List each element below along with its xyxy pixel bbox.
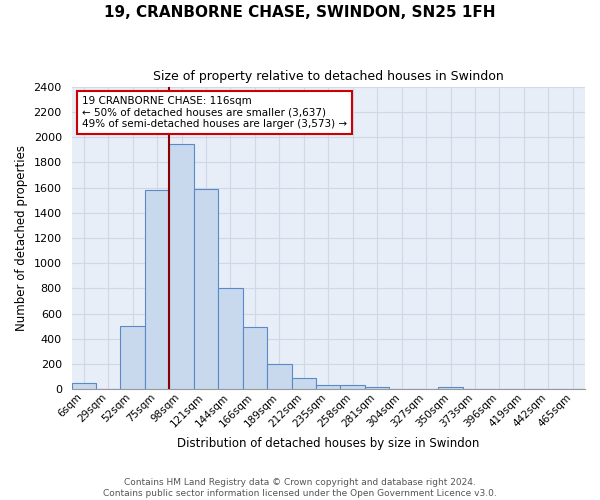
Bar <box>242 328 267 389</box>
Bar <box>169 144 194 389</box>
Bar <box>340 386 365 389</box>
Bar <box>292 378 316 389</box>
Bar <box>438 386 463 389</box>
Title: Size of property relative to detached houses in Swindon: Size of property relative to detached ho… <box>153 70 503 83</box>
Bar <box>365 386 389 389</box>
Bar <box>145 190 169 389</box>
Bar <box>267 364 292 389</box>
Text: 19, CRANBORNE CHASE, SWINDON, SN25 1FH: 19, CRANBORNE CHASE, SWINDON, SN25 1FH <box>104 5 496 20</box>
Bar <box>316 384 340 389</box>
Bar <box>218 288 242 389</box>
Bar <box>194 189 218 389</box>
X-axis label: Distribution of detached houses by size in Swindon: Distribution of detached houses by size … <box>177 437 479 450</box>
Bar <box>71 382 96 389</box>
Text: Contains HM Land Registry data © Crown copyright and database right 2024.
Contai: Contains HM Land Registry data © Crown c… <box>103 478 497 498</box>
Bar <box>121 326 145 389</box>
Text: 19 CRANBORNE CHASE: 116sqm
← 50% of detached houses are smaller (3,637)
49% of s: 19 CRANBORNE CHASE: 116sqm ← 50% of deta… <box>82 96 347 129</box>
Y-axis label: Number of detached properties: Number of detached properties <box>15 145 28 331</box>
